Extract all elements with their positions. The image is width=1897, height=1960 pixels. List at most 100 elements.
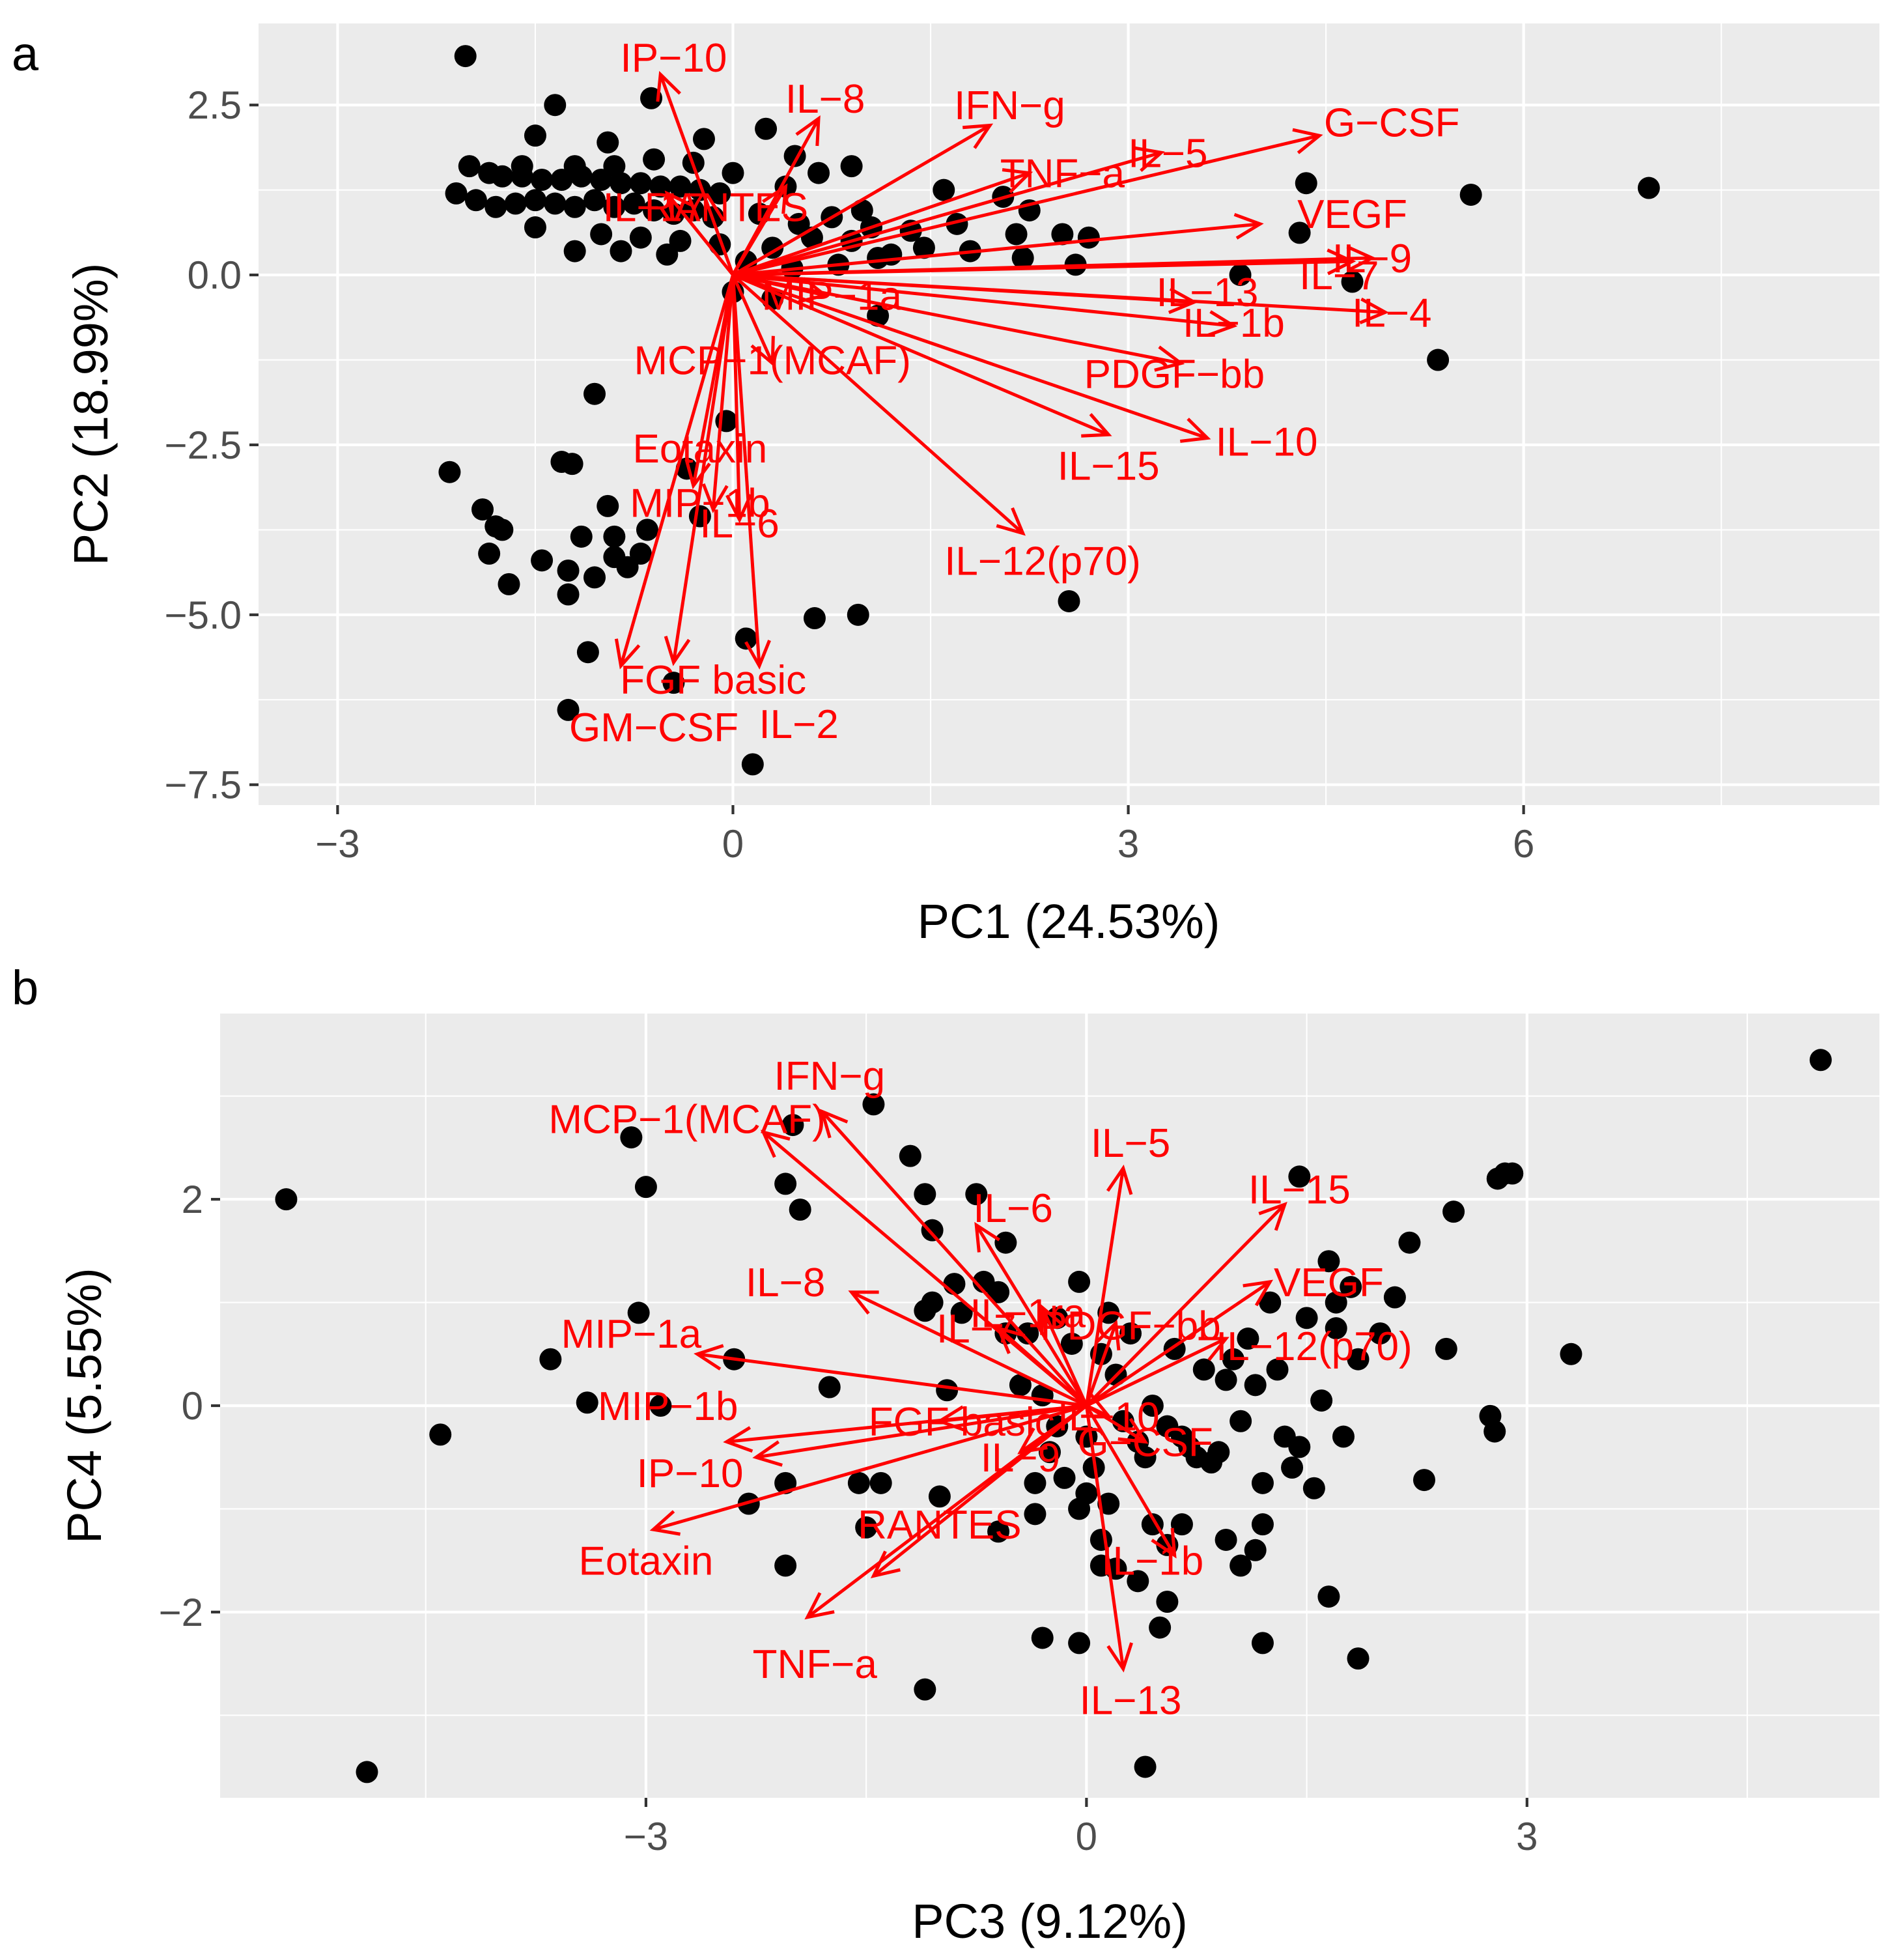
score-point	[629, 226, 652, 249]
y-tick-label: 0	[182, 1384, 203, 1428]
score-point	[1251, 1513, 1274, 1536]
panel-b-tag: b	[12, 961, 38, 1015]
loading-arrow-head	[752, 1440, 783, 1467]
score-point	[921, 1291, 944, 1314]
loading-arrow-head	[1095, 1319, 1121, 1351]
loading-label: TNF−a	[753, 1642, 878, 1687]
loading-arrow-head	[694, 1344, 724, 1371]
score-point	[643, 199, 666, 221]
score-point	[1435, 1337, 1457, 1360]
panel-a: a −3 0 3 6 −7.5 −5.0 −2.5 0.0 2.5 IP−10 IL−8 IFN−g…	[12, 23, 1879, 948]
score-point	[675, 457, 698, 480]
panel-a-background	[259, 23, 1879, 805]
loading-label: IP−10	[637, 1451, 744, 1496]
score-point	[692, 128, 715, 150]
loading-arrow-head	[1134, 146, 1165, 173]
loading-arrow-head	[1002, 168, 1033, 193]
loading-label: IL−10	[1216, 420, 1318, 465]
loading-arrow-head	[1359, 297, 1389, 324]
loading-label: RANTES	[858, 1503, 1021, 1548]
score-point	[1325, 1291, 1347, 1314]
score-point	[524, 189, 546, 212]
score-point	[620, 1126, 643, 1149]
loading-arrow	[671, 274, 735, 663]
score-point	[629, 172, 652, 195]
loading-label: IL−7	[936, 1307, 1016, 1352]
score-point	[640, 87, 663, 109]
score-point	[946, 212, 968, 235]
loading-arrow-head	[974, 1221, 1000, 1253]
x-tick-label: −3	[624, 1815, 668, 1858]
score-point	[928, 1485, 951, 1508]
loading-arrow	[697, 1352, 1087, 1408]
loading-label: VEGF	[1274, 1260, 1384, 1305]
score-point	[570, 165, 593, 188]
loading-label: IL−10	[1058, 1395, 1160, 1440]
score-point	[1134, 1446, 1157, 1469]
loading-arrow	[731, 274, 761, 666]
loading-label: IL−4	[1352, 291, 1431, 335]
score-point	[1119, 1322, 1142, 1345]
score-point	[709, 182, 731, 205]
loading-arrow	[1041, 1307, 1088, 1407]
loading-label: IL−12(p70)	[1216, 1324, 1412, 1369]
panel-b-grid	[220, 1014, 1879, 1798]
score-point	[1215, 1528, 1237, 1551]
loading-label: MIP−1a	[561, 1312, 702, 1357]
panel-b-x-title: PC3 (9.12%)	[912, 1894, 1188, 1948]
loading-label: IL−13	[1157, 270, 1259, 315]
loading-arrow	[1085, 1322, 1117, 1406]
score-point	[544, 192, 567, 215]
loading-label: IL−2	[759, 702, 838, 747]
loading-label: IL−5	[1128, 131, 1207, 176]
score-point	[1347, 1348, 1370, 1371]
score-point	[787, 212, 810, 235]
score-point	[789, 1199, 811, 1221]
loading-arrow-head	[995, 1326, 1026, 1354]
loading-arrow	[1085, 1203, 1286, 1407]
score-point	[1637, 177, 1660, 199]
loading-arrow	[975, 1224, 1088, 1407]
score-point	[504, 192, 527, 215]
panel-a-x-title: PC1 (24.53%)	[918, 894, 1220, 948]
score-point	[1024, 1503, 1047, 1526]
panel-b-ticks: −3 0 3 −2 0 2	[159, 1178, 1538, 1858]
score-point	[597, 131, 619, 154]
score-point	[1412, 1469, 1435, 1492]
score-point	[498, 573, 520, 595]
score-point	[636, 518, 658, 541]
loading-arrow	[850, 1290, 1088, 1408]
loading-arrow-head	[656, 70, 681, 102]
score-point	[491, 165, 514, 188]
loading-arrow	[711, 274, 735, 510]
score-point	[808, 162, 830, 184]
score-point	[735, 627, 757, 650]
x-tick-label: 3	[1516, 1815, 1538, 1858]
loading-arrow-head	[795, 115, 821, 147]
loading-arrow-head	[804, 1592, 835, 1620]
panel-a-ticks: −3 0 3 6 −7.5 −5.0 −2.5 0.0 2.5	[165, 83, 1535, 866]
score-point	[987, 1281, 1010, 1303]
score-point	[656, 243, 679, 266]
score-point	[629, 542, 652, 565]
loading-arrow-head	[1207, 310, 1238, 337]
loading-label: G−CSF	[1324, 100, 1459, 145]
score-point	[570, 525, 593, 548]
loading-arrow	[1084, 1405, 1125, 1669]
x-tick-label: 6	[1513, 822, 1534, 866]
loading-label: MCP−1(MCAF)	[634, 339, 910, 384]
score-point	[847, 1471, 870, 1494]
loading-arrow	[666, 192, 735, 276]
score-point	[1156, 1591, 1179, 1613]
score-point	[1141, 1395, 1164, 1417]
loading-arrow-head	[750, 335, 775, 367]
y-tick-label: −7.5	[165, 763, 242, 807]
loading-arrow-head	[1154, 345, 1185, 372]
y-tick-label: 2.5	[188, 83, 242, 127]
score-point	[603, 155, 626, 178]
loading-label: IP−10	[621, 36, 727, 81]
score-point	[965, 1183, 988, 1206]
loading-arrow	[733, 256, 1372, 277]
